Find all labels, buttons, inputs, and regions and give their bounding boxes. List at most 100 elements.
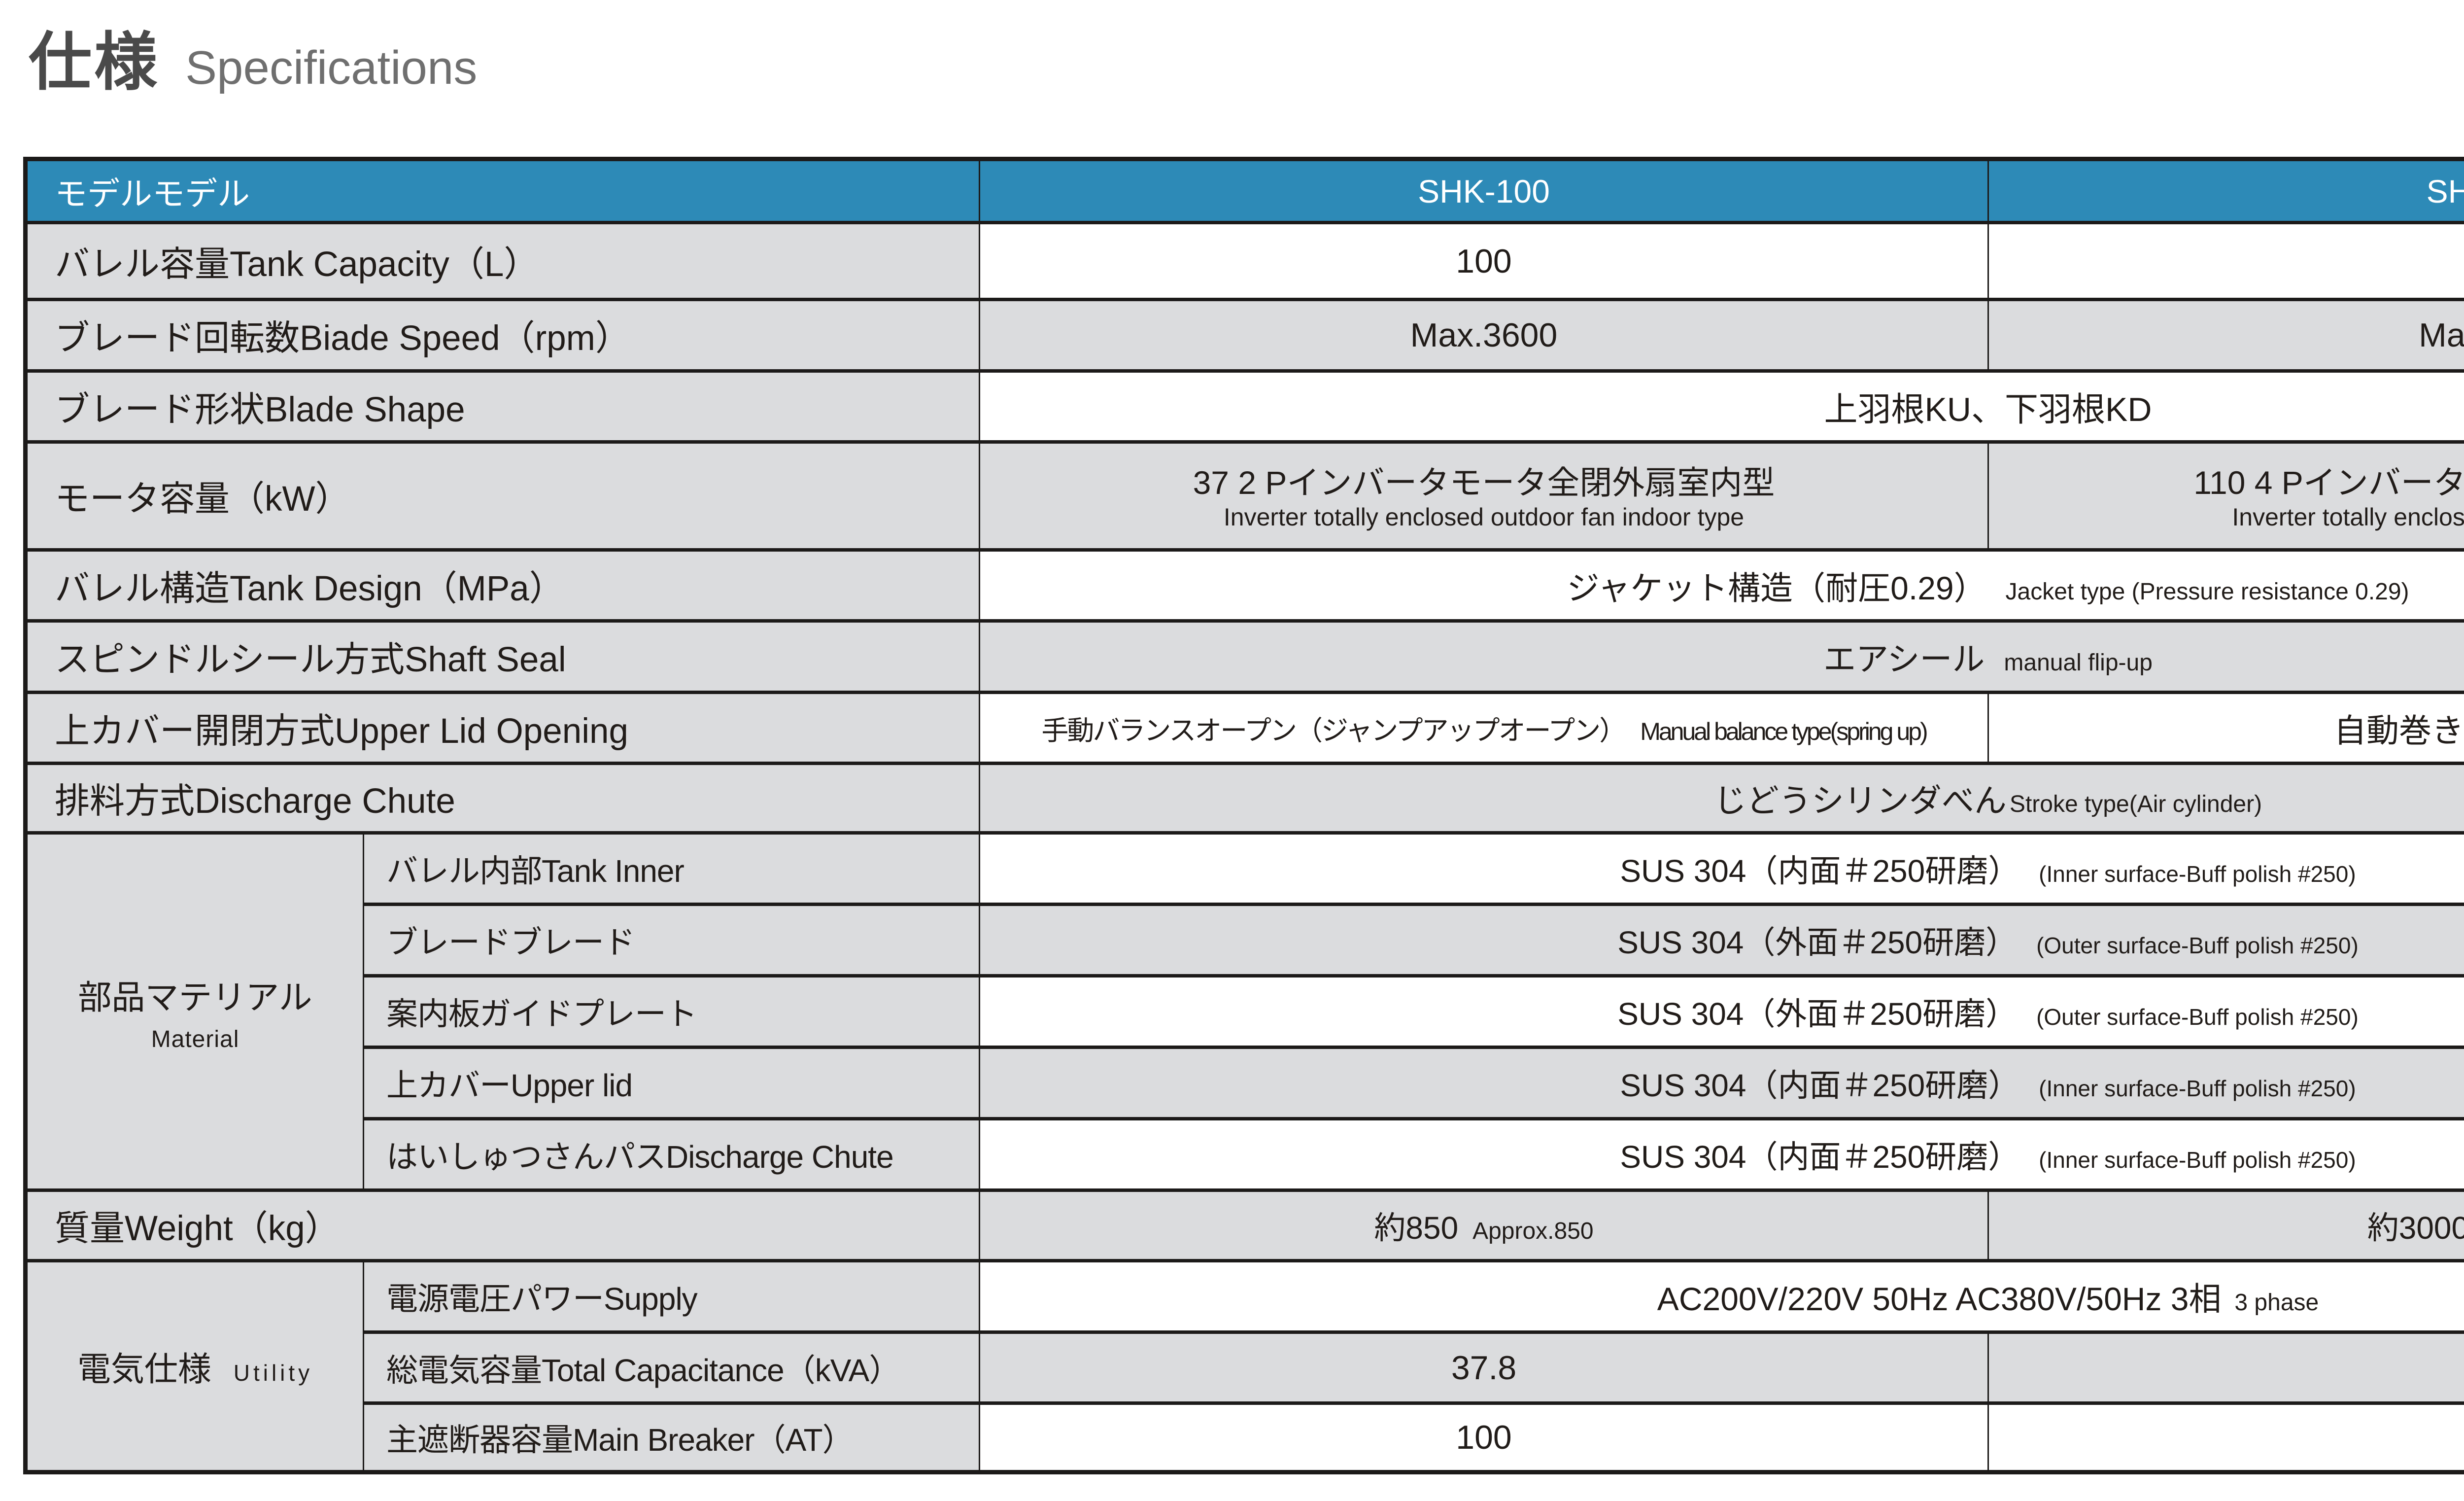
discharge-chute-label: 排料方式Discharge Chute <box>25 762 980 835</box>
motor-shk300-en: Inverter totally enclosed outdoor fan in… <box>2232 503 2464 531</box>
shaft-seal-value: エアシール manual flip-up <box>979 619 2464 694</box>
row-material-guide-plate: 案内板ガイドプレート SUS 304（外面＃250研磨） (Outer surf… <box>26 974 2464 1049</box>
row-material-tank-inner: 部品マテリアル Material バレル内部Tank Inner SUS 304… <box>25 831 2464 1192</box>
material-upper-lid-value-ja: SUS 304（内面＃250研磨） <box>1620 1068 2020 1103</box>
specifications-table: モデルモデル SHK-100 SHK-300 バレル容量Tank Capacit… <box>23 157 2464 1474</box>
material-discharge-chute-value: SUS 304（内面＃250研磨） (Inner surface-Buff po… <box>979 1117 2464 1192</box>
blade-speed-shk100: Max.3600 <box>979 298 1989 373</box>
row-material-upper-lid: 上カバーUpper lid SUS 304（内面＃250研磨） (Inner s… <box>26 1046 2464 1120</box>
power-supply-label: 電源電圧パワーSupply <box>363 1259 980 1334</box>
tank-design-value-ja: ジャケット構造（耐圧0.29） <box>1567 569 1986 606</box>
motor-capacity-label: モータ容量（kW） <box>25 440 980 552</box>
row-blade-speed: ブレード回転数Biade Speed（rpm） Max.3600 Max.240… <box>25 298 2464 373</box>
material-blade-value-ja: SUS 304（外面＃250研磨） <box>1617 925 2018 960</box>
power-supply-value: AC200V/220V 50Hz AC380V/50Hz 3相 3 phase <box>979 1259 2464 1334</box>
material-tank-inner-label: バレル内部Tank Inner <box>363 831 980 906</box>
shaft-seal-value-en: manual flip-up <box>2004 650 2153 676</box>
motor-shk300-ja: 110 4 Pインバータモータ全閉外扇室内型 <box>2193 464 2464 501</box>
discharge-chute-value: じどうシリンダべん Stroke type(Air cylinder) <box>979 762 2464 835</box>
tank-capacity-shk300: 300 <box>1987 221 2464 301</box>
shaft-seal-value-ja: エアシール <box>1823 641 1985 677</box>
row-main-breaker: 主遮断器容量Main Breaker（AT） 100 250 <box>26 1401 2464 1474</box>
blade-speed-shk300: Max.2400 <box>1987 298 2464 373</box>
page-title-en: Specifications <box>185 41 478 94</box>
motor-capacity-shk100: 37 2 Pインバータモータ全閉外扇室内型 Inverter totally e… <box>979 440 1989 552</box>
row-total-capacitance: 総電気容量Total Capacitance（kVA） 37.8 111 <box>26 1330 2464 1405</box>
upper-lid-shk100-en: Manual balance type(spring up) <box>1640 717 1928 745</box>
row-tank-design: バレル構造Tank Design（MPa） ジャケット構造（耐圧0.29） Ja… <box>25 548 2464 623</box>
header-shk100: SHK-100 <box>979 157 1989 224</box>
material-blade-label: ブレードブレード <box>363 903 980 977</box>
material-group-label: 部品マテリアル Material <box>25 831 364 1192</box>
discharge-chute-value-en: Stroke type(Air cylinder) <box>2009 791 2262 817</box>
material-tank-inner-value-ja: SUS 304（内面＃250研磨） <box>1620 853 2020 889</box>
row-shaft-seal: スピンドルシール方式Shaft Seal エアシール manual flip-u… <box>25 619 2464 694</box>
tank-design-value-en: Jacket type (Pressure resistance 0.29) <box>2005 578 2409 605</box>
header-shk300: SHK-300 <box>1987 157 2464 224</box>
utility-group-label: 電気仕様 Utility <box>25 1259 364 1474</box>
weight-shk300-ja: 約3000 <box>2367 1210 2464 1246</box>
page-title: 仕様 Specifications <box>29 11 477 102</box>
row-blade-shape: ブレード形状Blade Shape 上羽根KU、下羽根KD <box>25 369 2464 444</box>
material-discharge-chute-value-en: (Inner surface-Buff polish #250) <box>2039 1147 2356 1173</box>
material-guide-plate-value: SUS 304（外面＃250研磨） (Outer surface-Buff po… <box>979 974 2464 1049</box>
main-breaker-shk100: 100 <box>979 1401 1989 1474</box>
material-tank-inner-value: SUS 304（内面＃250研磨） (Inner surface-Buff po… <box>979 831 2464 906</box>
material-guide-plate-value-en: (Outer surface-Buff polish #250) <box>2036 1004 2359 1030</box>
row-weight: 質量Weight（kg） 約850 Approx.850 約3000 Appro… <box>25 1188 2464 1262</box>
upper-lid-shk100-ja: 手動バランスオープン（ジャンプアップオープン） <box>1041 715 1626 746</box>
tank-capacity-label: バレル容量Tank Capacity（L） <box>25 221 980 301</box>
material-discharge-chute-label: はいしゅつさんパスDischarge Chute <box>363 1117 980 1192</box>
material-blade-value-en: (Outer surface-Buff polish #250) <box>2036 933 2359 958</box>
blade-shape-value: 上羽根KU、下羽根KD <box>979 369 2464 444</box>
weight-label: 質量Weight（kg） <box>25 1188 980 1262</box>
row-material-blade: ブレードブレード SUS 304（外面＃250研磨） (Outer surfac… <box>26 903 2464 977</box>
tank-design-label: バレル構造Tank Design（MPa） <box>25 548 980 623</box>
total-capacitance-label: 総電気容量Total Capacitance（kVA） <box>363 1330 980 1405</box>
row-discharge-chute: 排料方式Discharge Chute じどうシリンダべん Stroke type… <box>25 762 2464 835</box>
material-upper-lid-label: 上カバーUpper lid <box>363 1046 980 1120</box>
blade-speed-label: ブレード回転数Biade Speed（rpm） <box>25 298 980 373</box>
row-material-discharge-chute: はいしゅつさんパスDischarge Chute SUS 304（内面＃250研… <box>26 1117 2464 1192</box>
page-title-ja: 仕様 <box>29 27 160 98</box>
total-capacitance-shk100: 37.8 <box>979 1330 1989 1405</box>
material-upper-lid-value: SUS 304（内面＃250研磨） (Inner surface-Buff po… <box>979 1046 2464 1120</box>
material-upper-lid-value-en: (Inner surface-Buff polish #250) <box>2039 1076 2356 1101</box>
weight-shk100-en: Approx.850 <box>1472 1218 1594 1244</box>
upper-lid-shk300: 自動巻き上げ Flip-up lid <box>1987 691 2464 765</box>
blade-shape-label: ブレード形状Blade Shape <box>25 369 980 444</box>
discharge-chute-value-ja: じどうシリンダべん <box>1713 782 2007 819</box>
tank-capacity-shk100: 100 <box>979 221 1989 301</box>
row-tank-capacity: バレル容量Tank Capacity（L） 100 300 <box>25 221 2464 301</box>
upper-lid-label: 上カバー開閉方式Upper Lid Opening <box>25 691 980 765</box>
shaft-seal-label: スピンドルシール方式Shaft Seal <box>25 619 980 694</box>
motor-shk100-ja: 37 2 Pインバータモータ全閉外扇室内型 <box>1193 464 1775 501</box>
header-model-label: モデルモデル <box>25 157 980 224</box>
weight-shk300: 約3000 Approx.3000 <box>1987 1188 2464 1262</box>
material-discharge-chute-value-ja: SUS 304（内面＃250研磨） <box>1620 1139 2020 1175</box>
row-power-supply: 電気仕様 Utility 電源電圧パワーSupply AC200V/220V 5… <box>25 1259 2464 1474</box>
power-supply-value-en: 3 phase <box>2234 1290 2319 1316</box>
material-tank-inner-value-en: (Inner surface-Buff polish #250) <box>2039 861 2356 887</box>
weight-shk100: 約850 Approx.850 <box>979 1188 1989 1262</box>
weight-shk100-ja: 約850 <box>1374 1210 1459 1246</box>
material-guide-plate-label: 案内板ガイドプレート <box>363 974 980 1049</box>
total-capacitance-shk300: 111 <box>1987 1330 2464 1405</box>
power-supply-value-ja: AC200V/220V 50Hz AC380V/50Hz 3相 <box>1657 1281 2222 1317</box>
row-motor-capacity: モータ容量（kW） 37 2 Pインバータモータ全閉外扇室内型 Inverter… <box>25 440 2464 552</box>
upper-lid-shk300-ja: 自動巻き上げ <box>2334 712 2464 749</box>
utility-group-ja: 電気仕様 <box>77 1351 211 1388</box>
motor-shk100-en: Inverter totally enclosed outdoor fan in… <box>1223 503 1745 531</box>
motor-capacity-shk300: 110 4 Pインバータモータ全閉外扇室内型 Inverter totally … <box>1987 440 2464 552</box>
tank-design-value: ジャケット構造（耐圧0.29） Jacket type (Pressure re… <box>979 548 2464 623</box>
utility-group-en: Utility <box>233 1360 313 1386</box>
row-upper-lid-opening: 上カバー開閉方式Upper Lid Opening 手動バランスオープン（ジャン… <box>25 691 2464 765</box>
header-row: モデルモデル SHK-100 SHK-300 <box>25 157 2464 224</box>
main-breaker-label: 主遮断器容量Main Breaker（AT） <box>363 1401 980 1474</box>
upper-lid-shk100: 手動バランスオープン（ジャンプアップオープン） Manual balance t… <box>979 691 1989 765</box>
material-blade-value: SUS 304（外面＃250研磨） (Outer surface-Buff po… <box>979 903 2464 977</box>
material-guide-plate-value-ja: SUS 304（外面＃250研磨） <box>1617 996 2018 1032</box>
material-group-ja: 部品マテリアル <box>78 979 312 1016</box>
main-breaker-shk300: 250 <box>1987 1401 2464 1474</box>
material-group-en: Material <box>151 1026 240 1052</box>
